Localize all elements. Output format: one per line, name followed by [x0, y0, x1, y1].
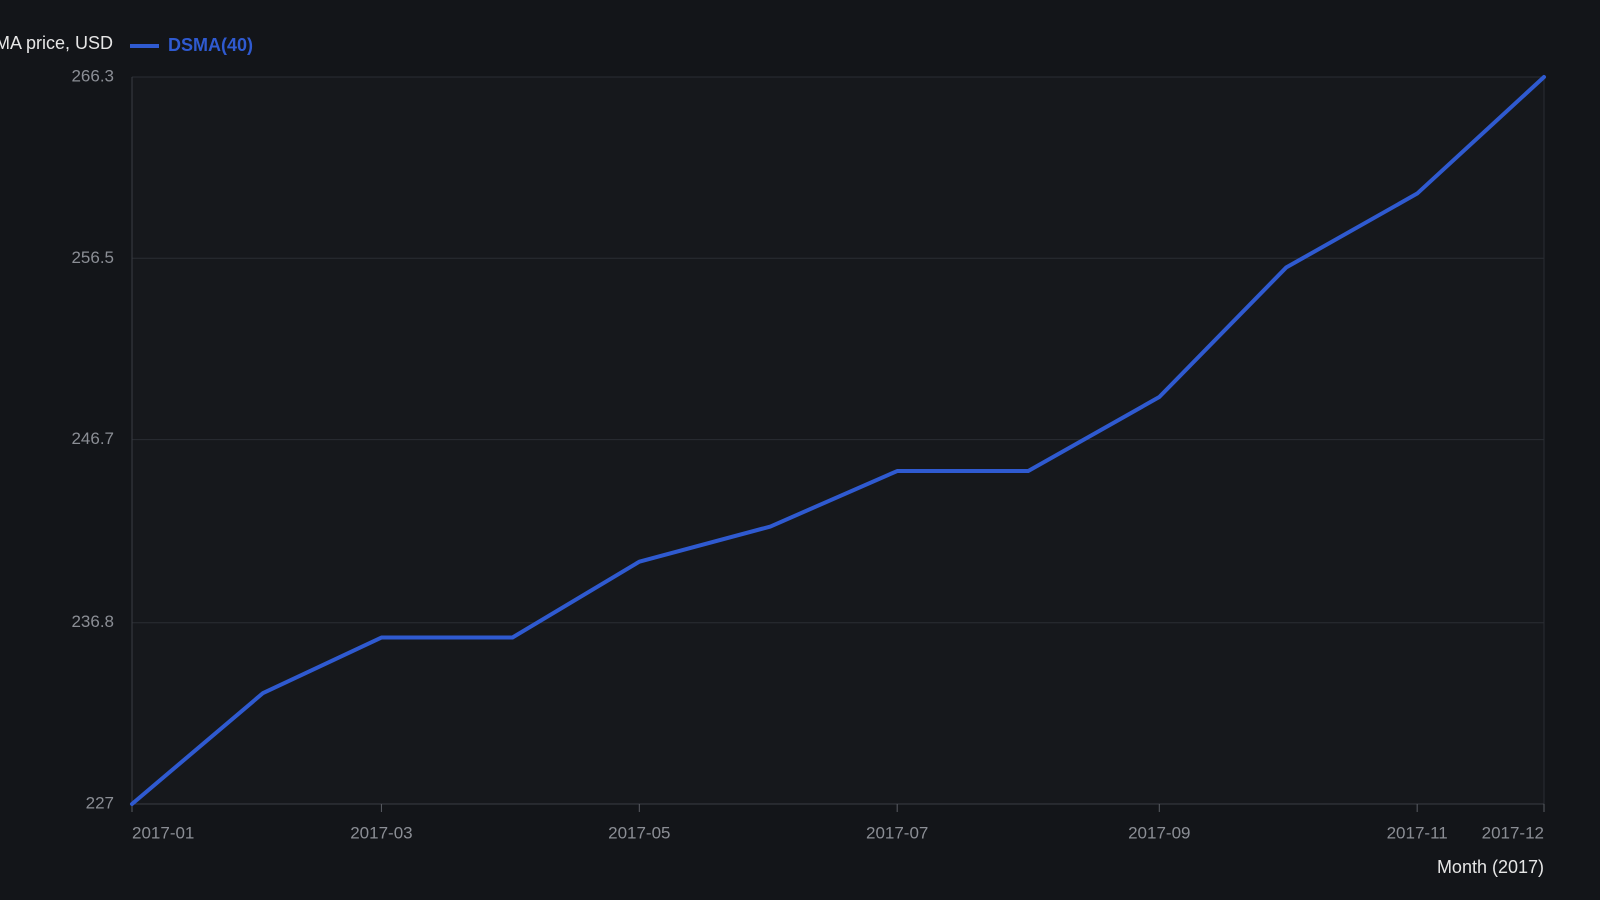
x-tick-label: 2017-07 [866, 823, 928, 842]
y-tick-label: 256.5 [71, 248, 114, 267]
x-axis-title: Month (2017) [1437, 857, 1544, 877]
x-tick-label: 2017-09 [1128, 823, 1190, 842]
data-line [130, 75, 1546, 806]
x-tick-label: 2017-05 [608, 823, 670, 842]
x-tick-label: 2017-11 [1387, 823, 1448, 842]
y-tick-label: 266.3 [71, 66, 114, 85]
legend-label: DSMA(40) [168, 35, 253, 55]
x-tick-label: 2017-03 [350, 823, 412, 842]
y-tick-label: 227 [86, 793, 114, 812]
plot-area [132, 77, 1544, 804]
y-tick-label: 246.7 [71, 429, 114, 448]
y-axis-title: DSMA price, USD [0, 33, 113, 53]
x-tick-label: 2017-12 [1482, 823, 1544, 842]
y-tick-label: 236.8 [71, 612, 114, 631]
x-tick-label: 2017-01 [132, 823, 194, 842]
